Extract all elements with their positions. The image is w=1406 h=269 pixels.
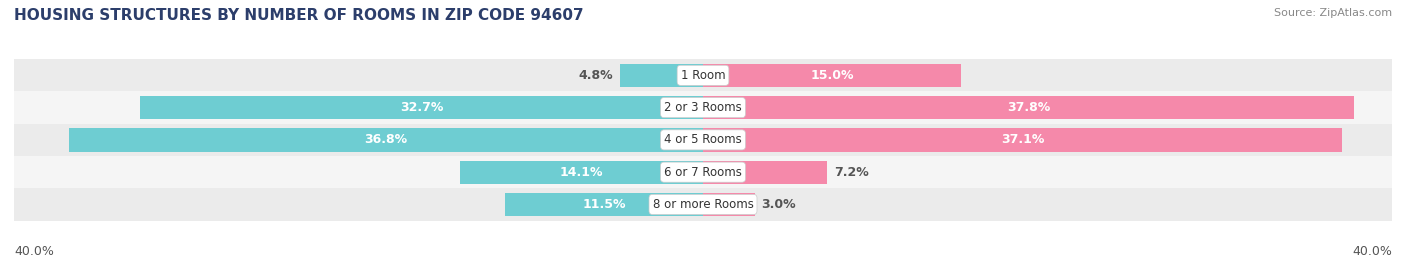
Text: 4.8%: 4.8% bbox=[579, 69, 613, 82]
Text: 32.7%: 32.7% bbox=[399, 101, 443, 114]
Bar bbox=[703, 64, 962, 87]
Text: 37.1%: 37.1% bbox=[1001, 133, 1045, 146]
Text: Source: ZipAtlas.com: Source: ZipAtlas.com bbox=[1274, 8, 1392, 18]
Bar bbox=[703, 161, 827, 184]
Bar bbox=[139, 96, 703, 119]
Text: 14.1%: 14.1% bbox=[560, 166, 603, 179]
Text: 15.0%: 15.0% bbox=[810, 69, 853, 82]
Bar bbox=[505, 193, 703, 216]
Bar bbox=[14, 124, 1392, 156]
Text: 36.8%: 36.8% bbox=[364, 133, 408, 146]
Bar bbox=[460, 161, 703, 184]
Text: 1 Room: 1 Room bbox=[681, 69, 725, 82]
Text: 40.0%: 40.0% bbox=[14, 245, 53, 258]
Text: 6 or 7 Rooms: 6 or 7 Rooms bbox=[664, 166, 742, 179]
Bar bbox=[69, 128, 703, 151]
Bar bbox=[703, 96, 1354, 119]
Text: 37.8%: 37.8% bbox=[1007, 101, 1050, 114]
Text: 7.2%: 7.2% bbox=[834, 166, 869, 179]
Bar bbox=[703, 128, 1341, 151]
Bar bbox=[14, 91, 1392, 124]
Text: 11.5%: 11.5% bbox=[582, 198, 626, 211]
Bar bbox=[703, 193, 755, 216]
Text: 4 or 5 Rooms: 4 or 5 Rooms bbox=[664, 133, 742, 146]
Text: 2 or 3 Rooms: 2 or 3 Rooms bbox=[664, 101, 742, 114]
Text: 8 or more Rooms: 8 or more Rooms bbox=[652, 198, 754, 211]
Bar bbox=[14, 59, 1392, 91]
Text: 3.0%: 3.0% bbox=[762, 198, 796, 211]
Text: HOUSING STRUCTURES BY NUMBER OF ROOMS IN ZIP CODE 94607: HOUSING STRUCTURES BY NUMBER OF ROOMS IN… bbox=[14, 8, 583, 23]
Bar bbox=[14, 156, 1392, 188]
Text: 40.0%: 40.0% bbox=[1353, 245, 1392, 258]
Bar bbox=[14, 188, 1392, 221]
Bar bbox=[620, 64, 703, 87]
